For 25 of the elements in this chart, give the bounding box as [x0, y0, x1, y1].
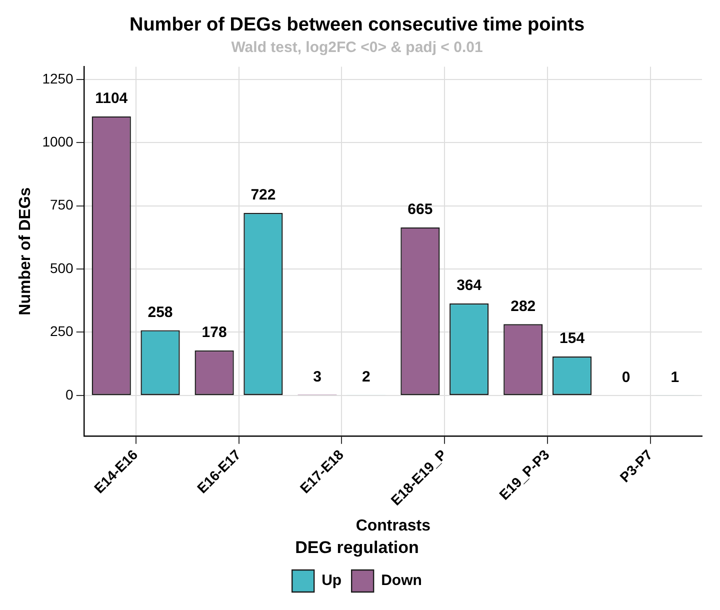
data-label: 3: [313, 368, 322, 386]
data-label: 722: [250, 186, 276, 204]
y-tick-label: 1250: [42, 70, 74, 86]
data-label: 282: [510, 298, 536, 315]
data-label: 1: [670, 368, 680, 386]
data-label: 0: [622, 369, 630, 386]
x-axis-title: Contrasts: [356, 517, 431, 534]
y-tick-label: 500: [50, 260, 74, 276]
y-tick-label: 750: [50, 196, 74, 213]
legend-title: DEG regulation: [295, 538, 419, 557]
y-tick-label: 0: [66, 386, 74, 402]
data-label: 2: [362, 368, 370, 386]
y-axis-title: Number of DEGs: [17, 187, 34, 316]
data-label: 1104: [95, 90, 128, 107]
data-label: 178: [202, 324, 227, 342]
data-label: 364: [456, 277, 482, 294]
data-label: 258: [148, 304, 173, 321]
chart-title: Number of DEGs between consecutive time points: [129, 14, 585, 36]
y-tick-label: 250: [50, 323, 74, 340]
data-label: 154: [560, 330, 586, 348]
y-tick-label: 1000: [42, 134, 74, 150]
legend-label: Up: [322, 572, 342, 590]
chart-subtitle: Wald test, log2FC <0> & padj < 0.01: [231, 38, 483, 56]
data-label: 665: [408, 200, 433, 218]
legend-label: Down: [381, 572, 422, 590]
